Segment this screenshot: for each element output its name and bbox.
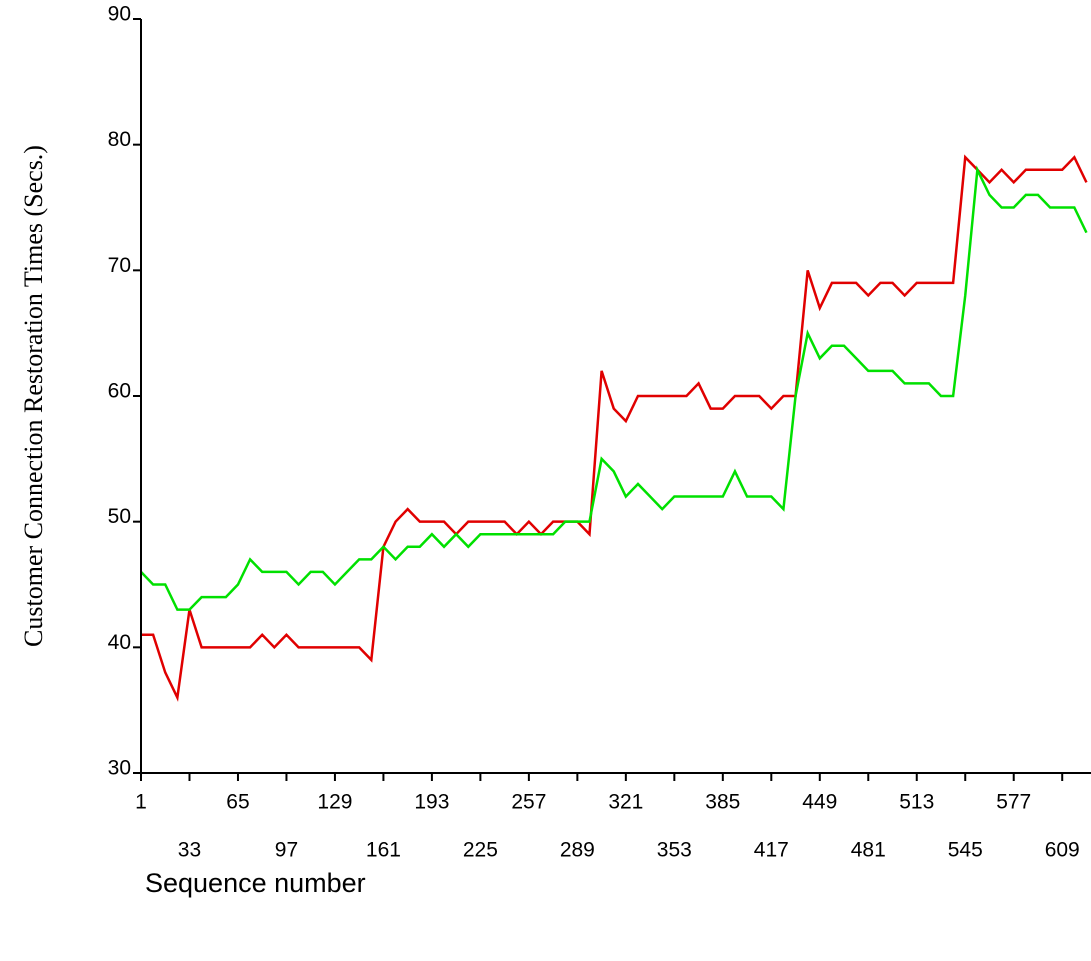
y-tick-label: 40 (108, 631, 131, 654)
y-tick-label: 80 (108, 128, 131, 151)
x-tick-label: 97 (275, 839, 298, 862)
series-line (141, 154, 1088, 702)
x-tick-label: 33 (178, 839, 201, 862)
x-tick-label: 1 (135, 791, 147, 814)
x-tick-label: 481 (851, 839, 886, 862)
series-line (140, 165, 1088, 611)
x-tick-label: 577 (996, 791, 1031, 814)
x-axis-label: Sequence number (145, 868, 366, 898)
x-tick-label: 609 (1045, 839, 1080, 862)
y-tick-label: 60 (108, 380, 131, 403)
x-tick-label: 129 (317, 791, 352, 814)
y-tick-label: 50 (108, 505, 131, 528)
x-tick-label: 257 (511, 791, 546, 814)
y-tick-label: 90 (108, 3, 131, 26)
x-tick-label: 353 (657, 839, 692, 862)
x-tick-label: 193 (414, 791, 449, 814)
x-tick-label: 225 (463, 839, 498, 862)
x-tick-label: 321 (608, 791, 643, 814)
y-tick-label: 30 (108, 757, 131, 780)
y-axis-label: Customer Connection Restoration Times (S… (19, 145, 48, 647)
x-tick-label: 545 (948, 839, 983, 862)
y-tick-label: 70 (108, 254, 131, 277)
x-tick-label: 289 (560, 839, 595, 862)
x-tick-label: 161 (366, 839, 401, 862)
x-tick-label: 385 (705, 791, 740, 814)
x-tick-label: 513 (899, 791, 934, 814)
x-tick-label: 417 (754, 839, 789, 862)
x-tick-label: 65 (226, 791, 249, 814)
x-tick-label: 449 (802, 791, 837, 814)
